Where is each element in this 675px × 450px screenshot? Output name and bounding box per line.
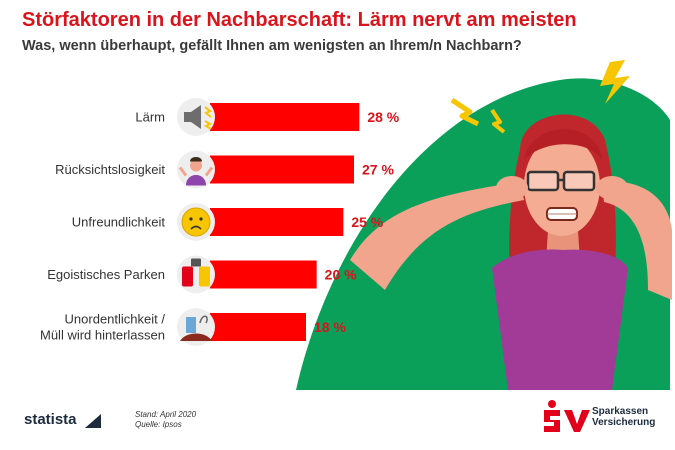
source-note: Stand: April 2020 Quelle: Ipsos [135,410,196,430]
value-label: 18 % [314,319,346,335]
right-hand-shape [596,176,628,200]
parked-cars-icon [177,255,215,294]
value-label: 25 % [351,214,383,230]
partner-name: Sparkassen Versicherung [592,406,655,428]
chart-subtitle: Was, wenn überhaupt, gefällt Ihnen am we… [22,38,522,54]
speaker-icon [177,98,215,136]
bar [210,103,360,131]
face-shape [524,136,600,236]
torso-shape [492,249,628,390]
bar [210,208,344,236]
statista-mark-icon [85,414,101,428]
category-label: Unordentlichkeit / Müll wird hinterlassen [40,312,165,343]
sparkassen-logo-icon [544,400,590,432]
partner-line-2: Versicherung [592,417,656,428]
stand-label: Stand: April 2020 [135,410,197,419]
partner-line-1: Sparkassen [592,406,649,417]
shrugging-person-icon [177,150,215,189]
value-label: 27 % [362,162,394,178]
trash-pile-icon [177,308,215,346]
category-label: Egoistisches Parken [47,267,165,282]
right-arm-shape [602,181,672,300]
left-hand-shape [496,176,528,200]
left-arm-shape [350,182,524,290]
lightning-icon [600,60,630,104]
category-label: Unfreundlichkeit [72,215,166,230]
value-label: 20 % [325,267,357,283]
chart-title: Störfaktoren in der Nachbarschaft: Lärm … [22,9,577,31]
sad-face-icon [177,203,215,241]
statista-logo: statista [24,411,77,428]
bar [210,260,317,289]
bar [210,155,354,184]
category-label: Rücksichtslosigkeit [55,162,165,177]
hair-front [524,129,602,160]
value-label: 28 % [367,109,399,125]
lightning-icon [490,108,506,134]
bar-chart: Lärm 28 % Rücksichtslosigkeit 27 % Unfreundl… [40,98,400,346]
quelle-label: Quelle: Ipsos [135,420,182,429]
category-label: Lärm [135,110,165,125]
lightning-icon [450,97,480,127]
bar [210,313,306,341]
